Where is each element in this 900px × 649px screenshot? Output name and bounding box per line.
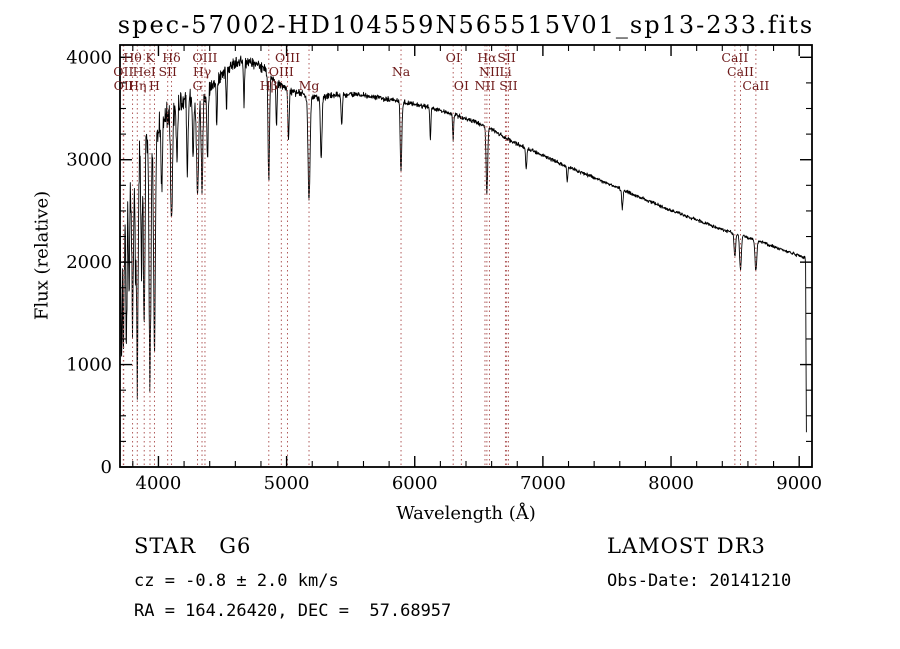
plot-frame [119, 44, 813, 468]
spectral-line-label: OII [114, 78, 134, 93]
spectral-line-label: Li [499, 64, 511, 79]
x-axis-label: Wavelength (Å) [396, 503, 536, 524]
spectral-line-label: OI [454, 78, 469, 93]
spectral-line-label: CaII [727, 64, 754, 79]
spectral-line-label: OI [446, 50, 461, 65]
spectrum-line [119, 55, 807, 433]
x-tick-label: 7000 [520, 473, 566, 494]
x-tick-label: 5000 [264, 473, 310, 494]
spectral-line-label: Hβ [260, 78, 278, 93]
x-tick-label: 9000 [776, 473, 822, 494]
cz-value: cz = -0.8 ± 2.0 km/s [134, 571, 339, 591]
survey-label: LAMOST DR3 [607, 534, 766, 558]
spectral-line-label: SII [497, 50, 516, 65]
spectral-line-label: OII [113, 64, 133, 79]
x-tick-label: 6000 [392, 473, 438, 494]
plot-title: spec-57002-HD104559N565515V01_sp13-233.f… [117, 11, 815, 39]
y-tick-label: 2000 [66, 252, 112, 273]
spectral-line-label: NII [479, 64, 500, 79]
spectral-line-label: Na [392, 64, 411, 79]
spectral-line-label: OIII [275, 50, 300, 65]
spectral-line-label: SII [158, 64, 177, 79]
x-tick-label: 4000 [136, 473, 182, 494]
spectral-line-label: Hη [128, 78, 146, 93]
object-class-label: STAR G6 [134, 534, 252, 558]
spectral-line-label: Mg [299, 78, 320, 93]
spectral-line-label: Hδ [162, 50, 180, 65]
ra-dec-value: RA = 164.26420, DEC = 57.68957 [134, 601, 452, 621]
y-tick-label: 0 [101, 457, 112, 478]
spectral-line-label: HeI [133, 64, 156, 79]
spectral-line-label: OIII [192, 50, 217, 65]
y-tick-label: 4000 [66, 47, 112, 68]
spectral-line-label: H [149, 78, 160, 93]
y-tick-label: 1000 [66, 355, 112, 376]
spectral-line-label: Hθ [123, 50, 141, 65]
spectral-line-label: OIII [269, 64, 294, 79]
obs-date: Obs-Date: 20141210 [607, 571, 792, 591]
spectral-line-label: Hα [477, 50, 497, 65]
spectral-line-label: NII [475, 78, 496, 93]
x-tick-label: 8000 [648, 473, 694, 494]
spectral-line-label: CaII [742, 78, 769, 93]
y-tick-label: 3000 [66, 150, 112, 171]
y-axis-label: Flux (relative) [31, 190, 53, 321]
spectral-line-label: SII [499, 78, 518, 93]
spectral-line-label: CaII [721, 50, 748, 65]
spectral-line-label: G [193, 78, 203, 93]
spectral-line-label: Hγ [193, 64, 211, 79]
spectral-line-label: K [145, 50, 155, 65]
